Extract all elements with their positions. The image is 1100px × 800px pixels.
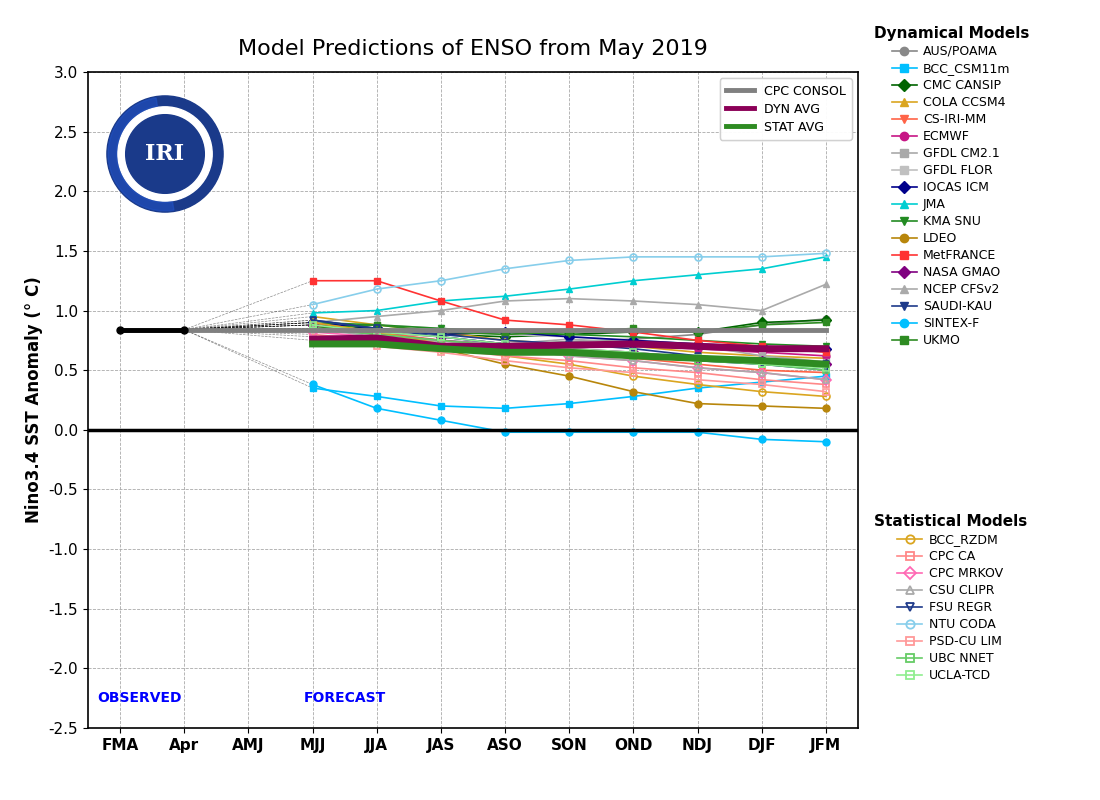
Legend: BCC_RZDM, CPC CA, CPC MRKOV, CSU CLIPR, FSU REGR, NTU CODA, PSD-CU LIM, UBC NNET: BCC_RZDM, CPC CA, CPC MRKOV, CSU CLIPR, … xyxy=(870,510,1031,686)
Circle shape xyxy=(125,114,205,194)
Y-axis label: Nino3.4 SST Anomaly (° C): Nino3.4 SST Anomaly (° C) xyxy=(25,277,43,523)
Polygon shape xyxy=(108,98,174,211)
Text: IRI: IRI xyxy=(145,143,185,165)
Circle shape xyxy=(107,96,223,212)
Legend: CPC CONSOL, DYN AVG, STAT AVG: CPC CONSOL, DYN AVG, STAT AVG xyxy=(719,78,851,140)
Legend: AUS/POAMA, BCC_CSM11m, CMC CANSIP, COLA CCSM4, CS-IRI-MM, ECMWF, GFDL CM2.1, GFD: AUS/POAMA, BCC_CSM11m, CMC CANSIP, COLA … xyxy=(870,22,1033,350)
Title: Model Predictions of ENSO from May 2019: Model Predictions of ENSO from May 2019 xyxy=(238,39,708,59)
Circle shape xyxy=(118,107,212,201)
Text: OBSERVED: OBSERVED xyxy=(97,690,182,705)
Text: FORECAST: FORECAST xyxy=(304,690,386,705)
